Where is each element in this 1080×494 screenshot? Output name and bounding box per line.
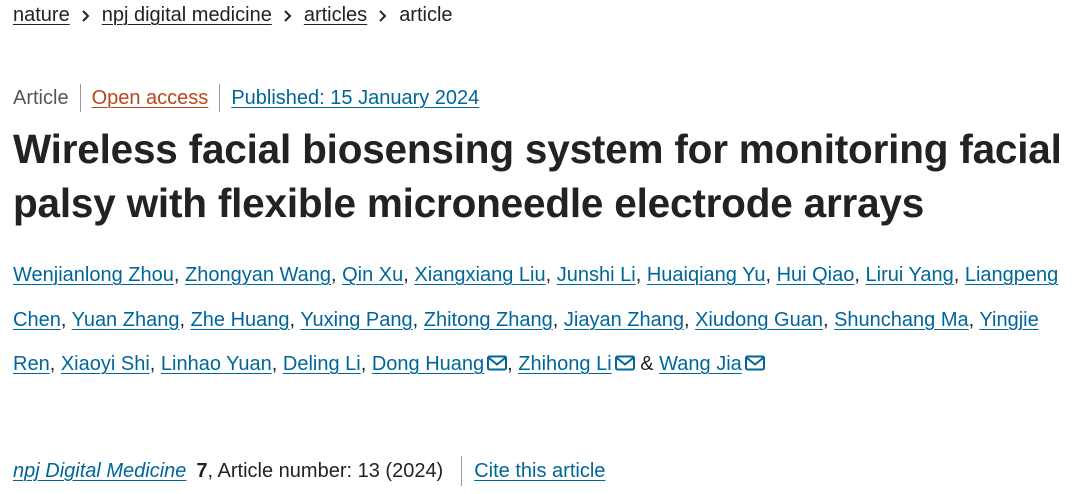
author-link[interactable]: Shunchang Ma bbox=[834, 308, 969, 331]
author-link[interactable]: Zhihong Li bbox=[518, 353, 612, 375]
author: Liangpeng Chen, bbox=[13, 264, 1058, 331]
separator: , bbox=[173, 264, 180, 286]
breadcrumb-current: article bbox=[399, 4, 453, 26]
author: Hui Qiao, bbox=[777, 264, 860, 286]
separator: , bbox=[854, 264, 860, 286]
chevron bbox=[284, 9, 292, 22]
breadcrumb-link[interactable]: npj digital medicine bbox=[101, 4, 272, 26]
separator: , bbox=[179, 308, 186, 331]
chevron bbox=[379, 9, 387, 22]
separator: , bbox=[412, 308, 419, 331]
article-title: Wireless facial biosensing system for mo… bbox=[13, 126, 1062, 226]
separator: , bbox=[953, 264, 960, 286]
separator: , bbox=[507, 353, 513, 375]
author-link[interactable]: Hui Qiao bbox=[776, 264, 855, 286]
author-link[interactable]: Zhe Huang bbox=[190, 308, 290, 331]
citation: npj Digital Medicine 7 , Article number:… bbox=[13, 456, 605, 486]
open-access-link[interactable]: Open access bbox=[91, 86, 209, 109]
separator: , bbox=[49, 353, 56, 375]
cite-link[interactable]: Cite this article bbox=[474, 459, 606, 482]
author-link[interactable]: Linhao Yuan bbox=[160, 353, 272, 375]
separator: , bbox=[403, 264, 409, 286]
separator: , bbox=[271, 353, 278, 375]
author: Jiayan Zhang, bbox=[564, 309, 690, 331]
separator: , bbox=[765, 264, 771, 286]
author: Yuxing Pang, bbox=[300, 309, 418, 331]
author-link[interactable]: Junshi Li bbox=[556, 264, 636, 286]
author-link[interactable]: Liangpeng Chen bbox=[13, 264, 1059, 331]
author: Yuan Zhang, bbox=[72, 309, 185, 331]
author-list: Wenjianlong Zhou, Zhongyan Wang, Qin Xu,… bbox=[13, 253, 1071, 387]
author-link[interactable]: Zhongyan Wang bbox=[184, 264, 331, 286]
author: Lirui Yang, bbox=[866, 264, 960, 286]
author: Junshi Li, bbox=[557, 264, 642, 286]
author: Zhongyan Wang, bbox=[185, 264, 337, 286]
author: Xiudong Guan, bbox=[695, 309, 828, 331]
separator: , bbox=[822, 308, 829, 331]
separator: , bbox=[360, 353, 367, 375]
author: Xiaoyi Shi, bbox=[61, 353, 156, 375]
author-link[interactable]: Dong Huang bbox=[371, 353, 485, 375]
author-link[interactable]: Lirui Yang bbox=[865, 264, 954, 286]
author: Wang Jia bbox=[659, 353, 765, 375]
author-link[interactable]: Zhitong Zhang bbox=[423, 308, 553, 331]
author: Zhihong Li bbox=[518, 353, 635, 375]
author: Xiangxiang Liu, bbox=[414, 264, 551, 286]
author-link[interactable]: Yingjie Ren bbox=[13, 308, 1039, 376]
separator: , bbox=[289, 308, 296, 331]
author: Dong Huang, bbox=[372, 353, 513, 375]
email-icon[interactable] bbox=[744, 355, 765, 371]
author: Qin Xu, bbox=[342, 264, 409, 286]
author: Linhao Yuan, bbox=[161, 353, 277, 375]
author: Yingjie Ren, bbox=[13, 309, 1039, 376]
separator: , bbox=[545, 264, 552, 286]
author: Zhitong Zhang, bbox=[424, 309, 559, 331]
author-link[interactable]: Qin Xu bbox=[342, 264, 404, 286]
author: Shunchang Ma, bbox=[834, 309, 974, 331]
separator: , bbox=[683, 308, 690, 331]
author-link[interactable]: Huaiqiang Yu bbox=[646, 264, 766, 286]
author: Zhe Huang, bbox=[191, 309, 296, 331]
email-icon[interactable] bbox=[614, 355, 635, 371]
author: Deling Li, bbox=[283, 353, 366, 375]
email-icon[interactable] bbox=[487, 355, 508, 371]
article-meta: Article Open access Published: 15 Januar… bbox=[13, 84, 479, 112]
article-type: Article bbox=[13, 86, 69, 109]
separator bbox=[461, 456, 463, 486]
chevron bbox=[82, 9, 90, 22]
author-link[interactable]: Yuan Zhang bbox=[71, 308, 180, 331]
separator: , bbox=[331, 264, 337, 286]
author-link[interactable]: Xiangxiang Liu bbox=[414, 264, 546, 286]
author-link[interactable]: Wenjianlong Zhou bbox=[13, 264, 174, 286]
separator: , bbox=[60, 308, 67, 331]
breadcrumb-link[interactable]: nature bbox=[13, 4, 70, 26]
separator: , bbox=[552, 308, 559, 331]
author-link[interactable]: Jiayan Zhang bbox=[563, 308, 684, 331]
author-link[interactable]: Xiaoyi Shi bbox=[60, 353, 150, 375]
author: Wenjianlong Zhou, bbox=[13, 264, 179, 286]
separator: , bbox=[968, 308, 975, 331]
journal-link[interactable]: npj Digital Medicine bbox=[13, 459, 187, 482]
volume: 7 bbox=[196, 459, 208, 482]
separator bbox=[79, 84, 81, 112]
separator: , bbox=[635, 264, 642, 286]
published-link[interactable]: Published: 15 January 2024 bbox=[231, 86, 480, 109]
separator: , bbox=[149, 353, 156, 375]
author-link[interactable]: Wang Jia bbox=[659, 353, 742, 375]
separator bbox=[219, 84, 221, 112]
author-link[interactable]: Xiudong Guan bbox=[695, 308, 823, 331]
author: Huaiqiang Yu, bbox=[647, 264, 771, 286]
author-link[interactable]: Yuxing Pang bbox=[300, 308, 413, 331]
conjunction: & bbox=[640, 353, 654, 375]
breadcrumbs: nature npj digital medicine articles art… bbox=[13, 4, 453, 27]
author-link[interactable]: Deling Li bbox=[282, 353, 361, 375]
article-number: , Article number: 13 (2024) bbox=[207, 459, 444, 482]
breadcrumb-link[interactable]: articles bbox=[303, 4, 368, 26]
